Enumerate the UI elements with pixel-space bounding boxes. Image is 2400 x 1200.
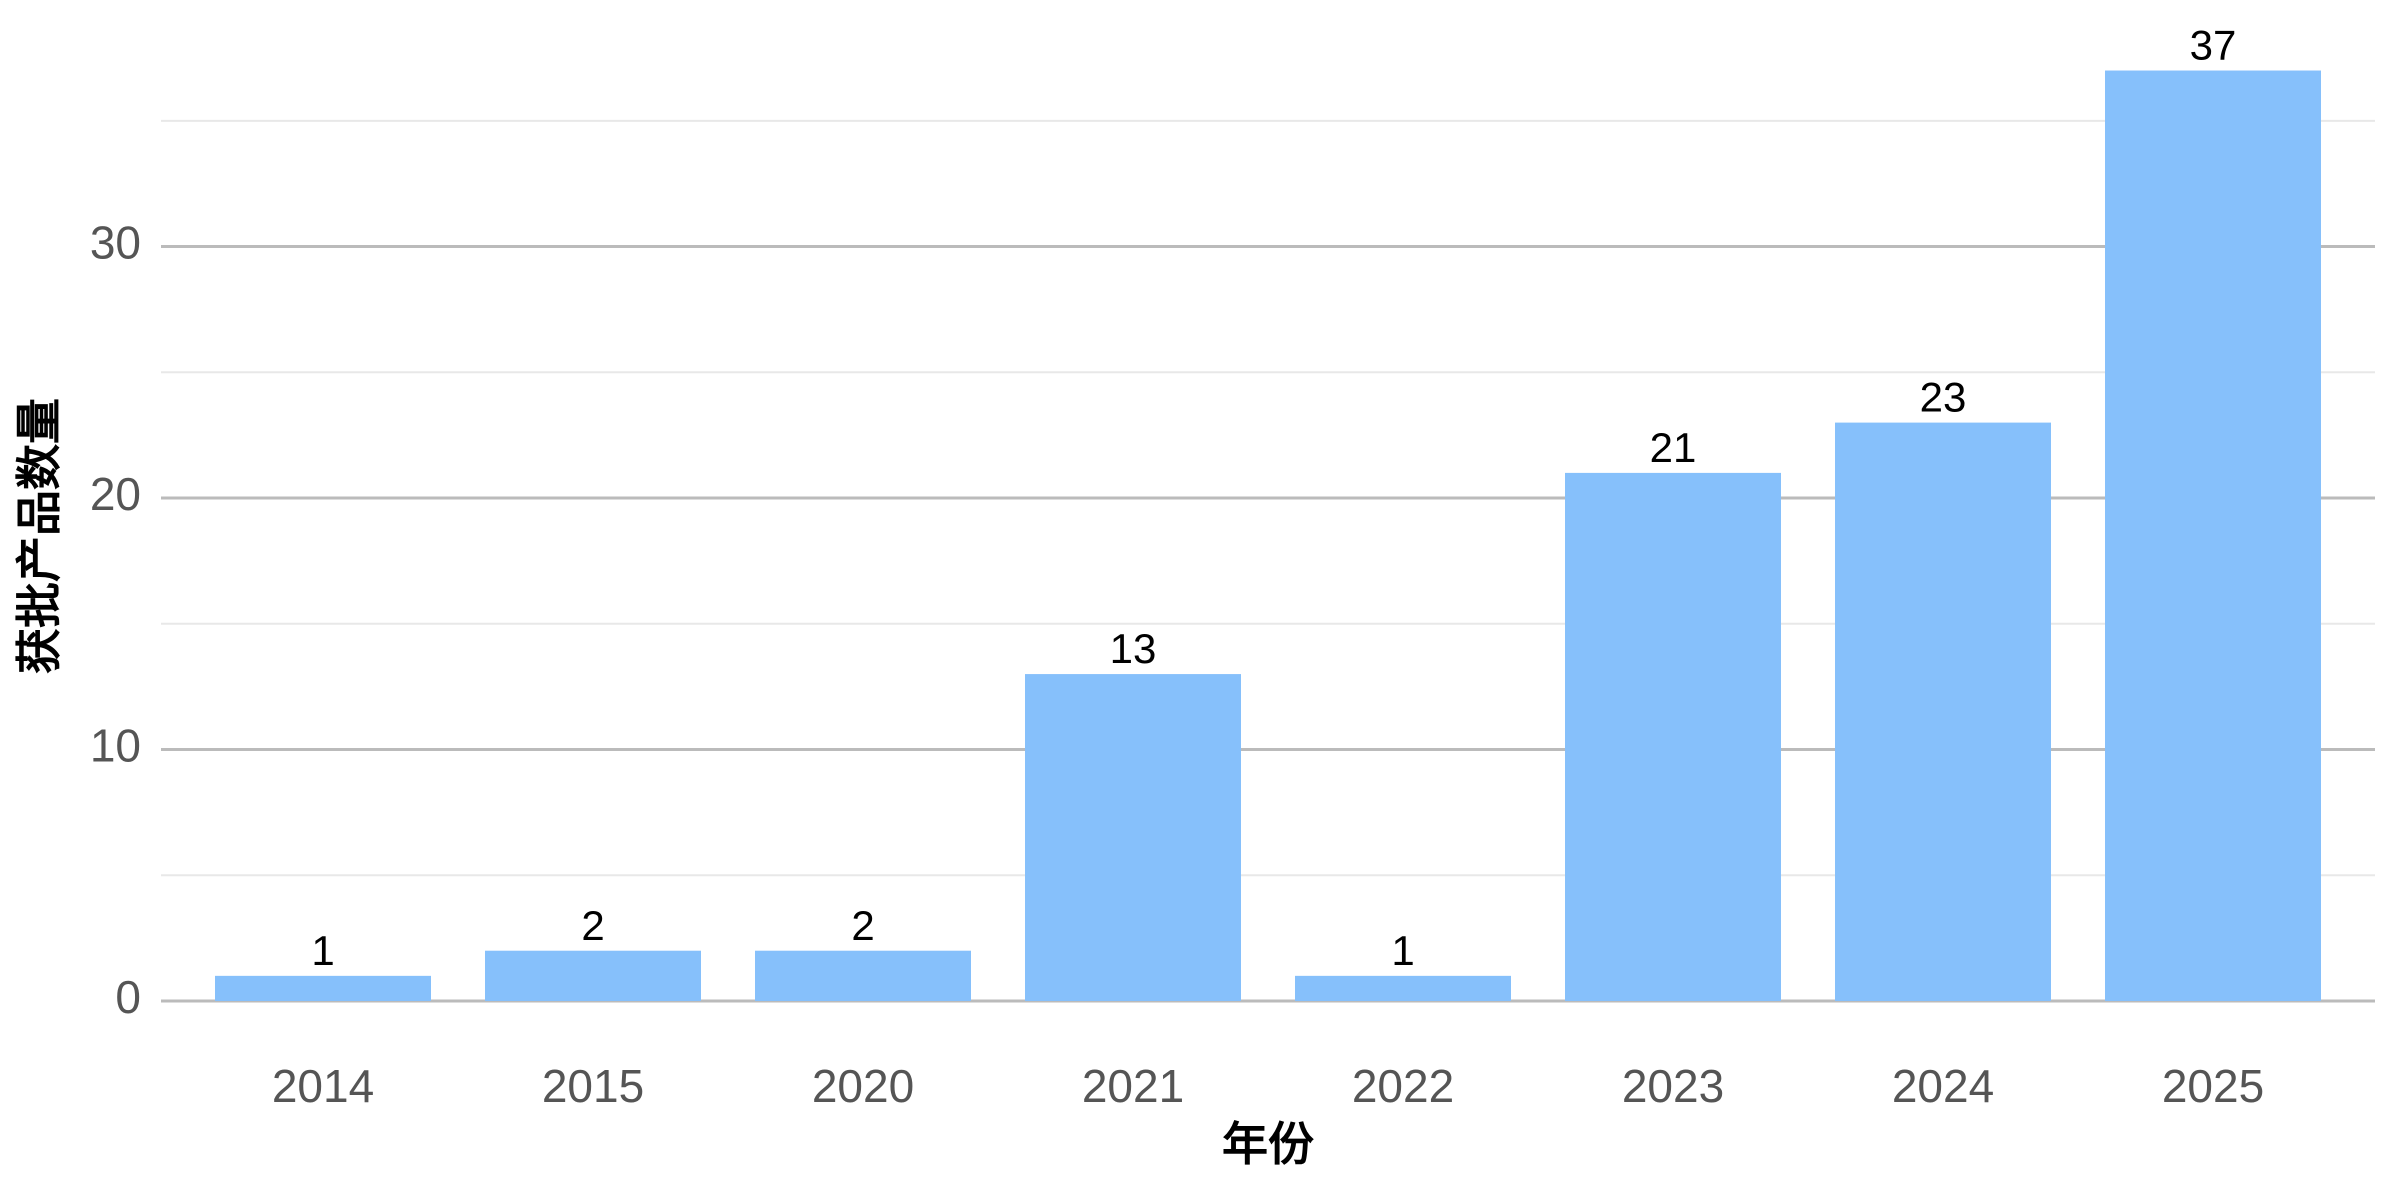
y-axis-title: 获批产品数量	[13, 398, 65, 674]
data-label: 37	[2190, 22, 2237, 69]
y-tick-label: 0	[115, 971, 141, 1023]
data-label: 1	[1391, 927, 1414, 974]
x-tick-label: 2015	[542, 1060, 644, 1112]
bar	[485, 950, 701, 1001]
data-label: 2	[851, 902, 874, 949]
x-tick-label: 2014	[272, 1060, 374, 1112]
y-tick-label: 20	[90, 468, 141, 520]
bar	[2105, 70, 2321, 1002]
bar	[1295, 975, 1511, 1001]
x-tick-label: 2025	[2162, 1060, 2264, 1112]
data-label: 13	[1110, 625, 1157, 672]
x-tick-label: 2024	[1892, 1060, 1994, 1112]
bar	[755, 950, 971, 1001]
x-tick-label: 2023	[1622, 1060, 1724, 1112]
data-label: 2	[581, 902, 604, 949]
data-label: 23	[1920, 374, 1967, 421]
y-tick-label: 30	[90, 217, 141, 269]
bar	[1565, 472, 1781, 1001]
x-tick-label: 2022	[1352, 1060, 1454, 1112]
data-label: 1	[311, 927, 334, 974]
bar	[1025, 674, 1241, 1001]
bar	[215, 975, 431, 1001]
data-label: 21	[1650, 424, 1697, 471]
x-tick-label: 2020	[812, 1060, 914, 1112]
x-tick-label: 2021	[1082, 1060, 1184, 1112]
y-tick-label: 10	[90, 720, 141, 772]
bar	[1835, 422, 2051, 1001]
x-axis-title: 年份	[1222, 1118, 1314, 1170]
